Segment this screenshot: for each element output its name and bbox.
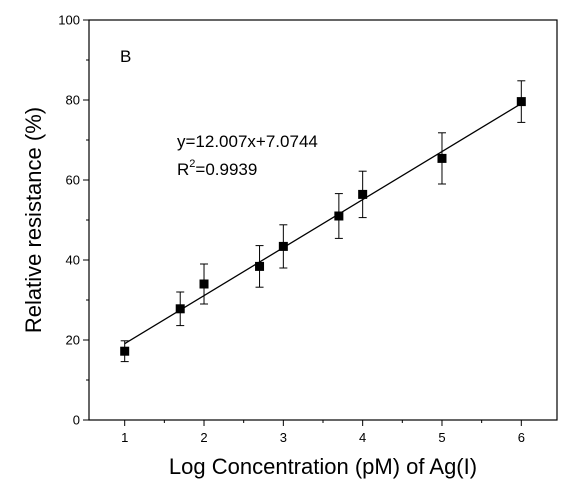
y-tick-label: 60	[66, 173, 80, 188]
r-squared-superscript: 2	[189, 158, 195, 170]
x-axis-label: Log Concentration (pM) of Ag(I)	[169, 454, 477, 479]
data-point	[120, 346, 130, 356]
data-point	[358, 189, 368, 199]
y-tick-label: 40	[66, 253, 80, 268]
x-tick-label: 1	[121, 430, 128, 445]
data-point	[199, 279, 209, 289]
data-point	[334, 211, 344, 221]
fit-line-group	[124, 102, 522, 345]
data-point	[175, 304, 185, 314]
x-tick-label: 3	[280, 430, 287, 445]
x-tick-label: 2	[200, 430, 207, 445]
data-point	[255, 261, 265, 271]
plot-frame	[88, 19, 558, 421]
x-tick-label: 6	[518, 430, 525, 445]
fit-equation: y=12.007x+7.0744	[177, 132, 318, 151]
r-squared: R2=0.9939	[177, 158, 257, 179]
y-tick-label: 0	[73, 413, 80, 428]
r-squared-prefix: R	[177, 160, 189, 179]
x-tick-label: 4	[359, 430, 366, 445]
r-squared-value: =0.9939	[195, 160, 257, 179]
y-tick-label: 100	[58, 13, 80, 28]
y-axis-ticks: 0 20 40 60 80 100	[58, 13, 89, 428]
panel-label: B	[120, 47, 131, 66]
x-axis-ticks: 1 2 3 4 5 6	[121, 420, 525, 445]
x-tick-label: 5	[438, 430, 445, 445]
y-tick-label: 20	[66, 333, 80, 348]
y-axis-label: Relative resistance (%)	[21, 107, 46, 333]
data-point	[278, 241, 288, 251]
data-point	[516, 97, 526, 107]
y-tick-label: 80	[66, 93, 80, 108]
data-point	[437, 153, 447, 163]
data-points	[120, 97, 526, 356]
error-bars	[120, 80, 526, 363]
fit-line	[124, 102, 522, 345]
